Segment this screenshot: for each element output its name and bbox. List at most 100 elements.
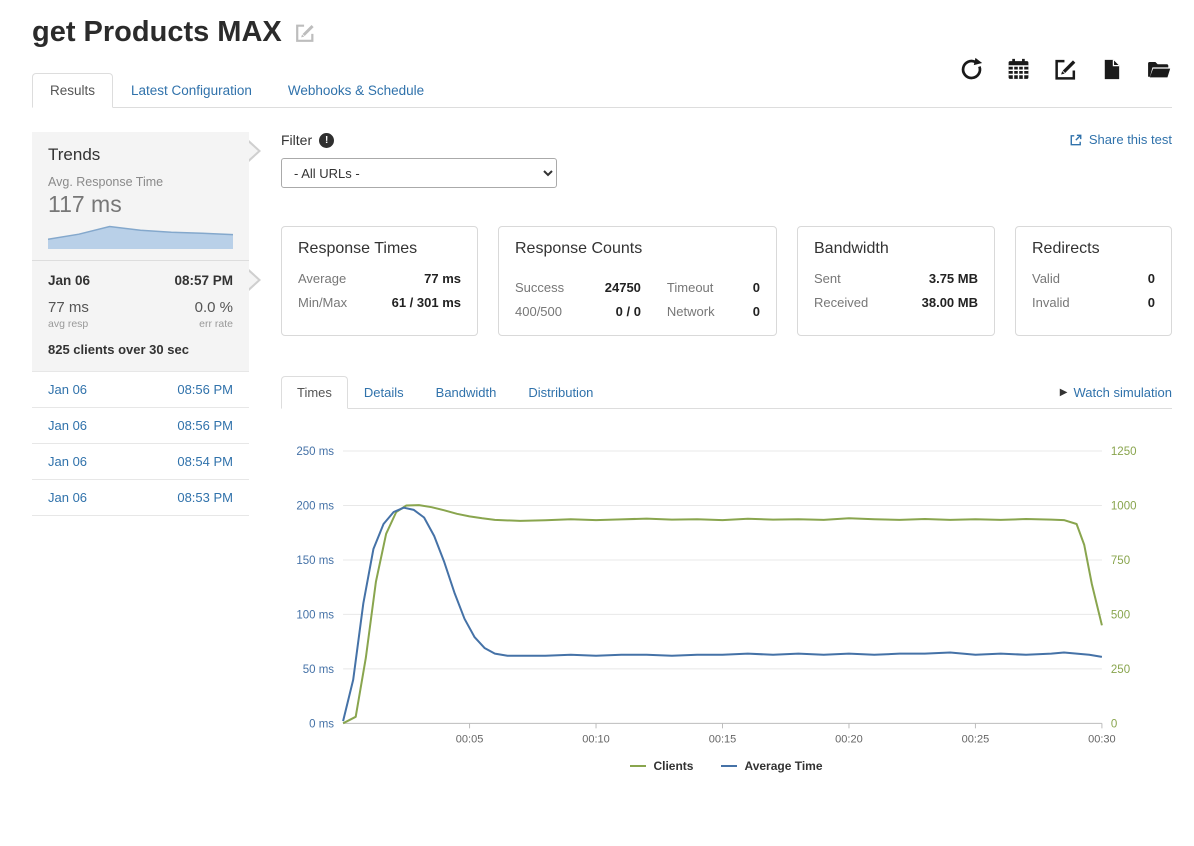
content: Trends Avg. Response Time 117 ms Jan 06 … [32,132,1172,773]
edit-title-icon[interactable] [294,22,316,44]
chart-legend: Clients Average Time [281,759,1172,773]
tab-results[interactable]: Results [32,73,114,108]
result-history-list: Jan 06 08:56 PM Jan 06 08:56 PM Jan 06 0… [32,371,249,516]
stat-label: Network [666,304,715,319]
stat-value: 3.75 MB [928,271,978,286]
watch-simulation-link[interactable]: ▶ Watch simulation [1060,385,1172,408]
history-item[interactable]: Jan 06 08:54 PM [32,443,249,479]
play-icon: ▶ [1059,387,1068,398]
info-icon[interactable]: ! [319,132,335,148]
legend-label: Average Time [744,759,823,774]
stat-label: Success [515,280,565,295]
legend-swatch [630,765,647,768]
page-title: get Products MAX [32,16,282,48]
svg-text:00:25: 00:25 [962,733,990,745]
document-icon[interactable] [1100,57,1123,82]
stat-label: Sent [814,271,841,286]
page: get Products MAX [32,16,1172,773]
selected-error-rate: 0.0 % [194,299,233,316]
svg-text:00:30: 00:30 [1088,733,1116,745]
card-title: Bandwidth [814,240,889,257]
trends-notch [248,140,261,162]
share-test-link[interactable]: Share this test [1069,132,1172,147]
svg-text:250: 250 [1111,664,1130,676]
trends-title: Trends [48,145,101,164]
history-time: 08:53 PM [177,490,233,505]
history-item[interactable]: Jan 06 08:56 PM [32,407,249,443]
stat-label: Invalid [1032,295,1070,310]
card-response-counts: Response Counts Success 24750 Timeout 0 … [498,226,777,336]
share-label: Share this test [1088,132,1172,147]
stat-value: 0 [1147,295,1155,310]
tab-webhooks-schedule[interactable]: Webhooks & Schedule [287,83,425,98]
legend-label: Clients [653,759,694,774]
url-filter-select[interactable]: - All URLs - [281,158,557,188]
edit-icon[interactable] [1053,57,1078,82]
stat-label: Received [814,295,869,310]
history-time: 08:56 PM [177,382,233,397]
history-item[interactable]: Jan 06 08:53 PM [32,479,249,515]
history-time: 08:56 PM [177,418,233,433]
filter-label: Filter [281,132,313,148]
selected-date: Jan 06 [48,273,91,288]
history-item[interactable]: Jan 06 08:56 PM [32,371,249,407]
tabs-row: Results Latest Configuration Webhooks & … [32,57,1172,108]
refresh-icon[interactable] [959,57,984,82]
svg-text:150 ms: 150 ms [296,555,334,567]
card-title: Redirects [1032,240,1100,257]
history-date: Jan 06 [48,382,88,397]
filter-row: Filter ! Share this test [281,132,1172,148]
calendar-icon[interactable] [1006,57,1031,82]
card-response-times: Response Times Average 77 ms Min/Max 61 … [281,226,478,336]
chart-tab-distribution[interactable]: Distribution [528,385,594,400]
header-toolbar [959,57,1172,82]
stat-label: Average [298,271,347,286]
stat-value: 0 [752,304,760,319]
chart-tabs: Times Details Bandwidth Distribution ▶ W… [281,376,1172,409]
svg-text:0 ms: 0 ms [309,718,334,730]
avg-response-time-value: 117 ms [48,191,122,217]
chart-tab-details[interactable]: Details [363,385,404,400]
history-time: 08:54 PM [177,454,233,469]
svg-text:500: 500 [1111,609,1130,621]
selected-err-label: err rate [199,318,233,330]
stat-value: 0 [1147,271,1155,286]
page-header: get Products MAX [32,16,1172,49]
results-chart: 0 ms 0 50 ms 250 100 ms 500 150 ms 750 200 ms 100… [296,446,1136,745]
folder-icon[interactable] [1145,57,1172,82]
legend-item[interactable]: Average Time [721,759,823,774]
stat-value: 0 [752,280,760,295]
card-bandwidth: Bandwidth Sent 3.75 MB Received 38.00 MB [797,226,995,336]
selected-avg-label: avg resp [48,318,89,330]
selected-time: 08:57 PM [174,273,233,288]
svg-text:750: 750 [1111,555,1130,567]
selected-summary: 825 clients over 30 sec [48,342,189,357]
selected-result[interactable]: Jan 06 08:57 PM 77 ms avg resp 0.0 % err… [32,260,261,371]
history-date: Jan 06 [48,454,88,469]
stat-label: 400/500 [515,304,562,319]
tab-latest-configuration[interactable]: Latest Configuration [131,83,252,98]
selected-avg-response: 77 ms [48,299,89,316]
chart-tab-bandwidth[interactable]: Bandwidth [435,385,497,400]
svg-text:00:15: 00:15 [709,733,737,745]
selected-result-notch [248,269,261,291]
svg-text:0: 0 [1111,718,1117,730]
stat-value: 77 ms [424,271,461,286]
stat-label: Valid [1032,271,1060,286]
card-redirects: Redirects Valid 0 Invalid 0 [1015,226,1172,336]
svg-text:200 ms: 200 ms [296,500,334,512]
stat-label: Timeout [666,280,714,295]
history-date: Jan 06 [48,490,88,505]
svg-text:00:05: 00:05 [456,733,484,745]
stat-label: Min/Max [298,295,348,310]
card-title: Response Counts [515,240,643,257]
sidebar: Trends Avg. Response Time 117 ms Jan 06 … [32,132,261,773]
chart-tab-times[interactable]: Times [281,376,348,409]
svg-text:00:20: 00:20 [835,733,863,745]
stat-value: 0 / 0 [615,304,641,319]
history-date: Jan 06 [48,418,88,433]
legend-item[interactable]: Clients [630,759,693,773]
card-title: Response Times [298,240,418,257]
stat-value: 61 / 301 ms [391,295,461,310]
svg-text:100 ms: 100 ms [296,609,334,621]
